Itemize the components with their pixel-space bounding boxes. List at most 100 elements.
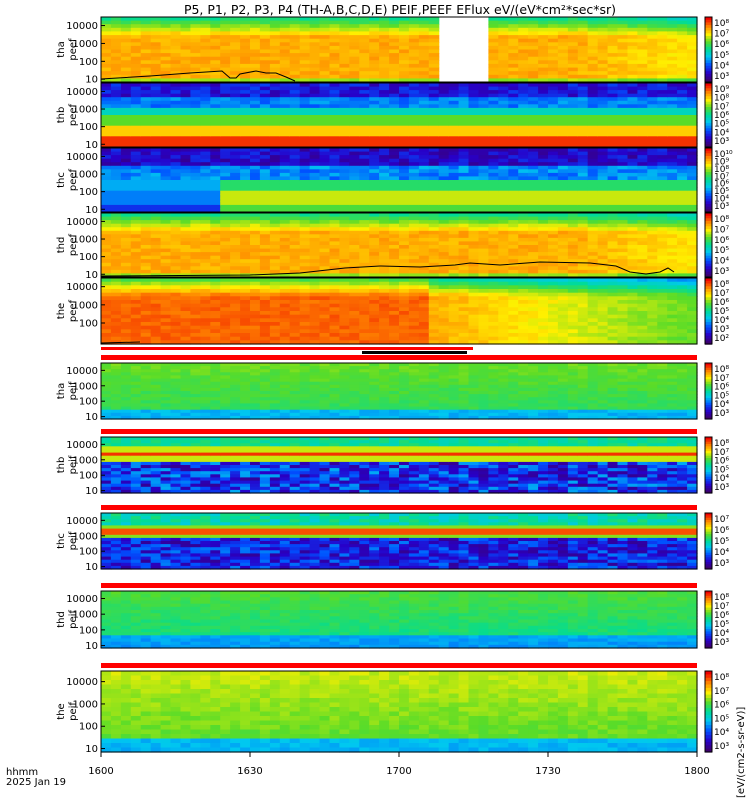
heatmap-cell [279,53,291,58]
heatmap-cell [557,139,569,145]
heatmap-cell [339,180,350,185]
heatmap-cell [210,20,221,25]
heatmap-cell [687,151,698,156]
heatmap-cell [230,197,241,202]
heatmap-cell [299,63,311,69]
heatmap-cell [359,129,370,134]
heatmap-cell [289,56,301,61]
heatmap-cell [150,311,162,316]
heatmap-cell [587,107,599,113]
heatmap-cell [557,216,569,221]
heatmap-cell [488,213,499,218]
heatmap-cell [369,204,380,210]
heatmap-cell [428,86,440,91]
heatmap-cell [210,289,221,294]
heatmap-cell [170,333,181,338]
heatmap-cell [518,269,529,275]
heatmap-cell [587,216,599,221]
heatmap-cell [538,27,549,32]
heatmap-cell [220,20,231,25]
heatmap-cell [250,278,261,283]
heatmap-cell [339,329,350,334]
heatmap-cell [647,213,658,218]
heatmap-cell [349,303,360,308]
heatmap-cell [418,136,430,141]
heatmap-cell [577,20,589,25]
heatmap-cell [130,104,142,109]
heatmap-cell [359,252,370,257]
heatmap-cell [309,296,321,301]
heatmap-cell [518,255,529,260]
heatmap-cell [339,20,350,25]
colorbar-swatch [705,136,712,140]
heatmap-cell [518,201,529,206]
heatmap-cell [150,307,162,312]
heatmap-cell [289,289,301,294]
heatmap-cell [180,259,191,264]
heatmap-cell [488,83,499,88]
heatmap-cell [557,204,569,210]
heatmap-cell [339,311,350,316]
heatmap-cell [557,60,569,65]
colorbar-swatch [705,112,712,116]
heatmap-cell [230,259,241,264]
heatmap-cell [418,60,430,65]
heatmap-cell [140,269,152,275]
heatmap-cell [518,252,529,257]
heatmap-cell [538,180,549,185]
heatmap-cell [110,45,122,51]
heatmap-cell [408,311,420,316]
heatmap-cell [518,266,529,271]
heatmap-cell [389,197,400,202]
heatmap-cell [269,237,281,243]
heatmap-cell [339,143,350,148]
heatmap-cell [329,311,340,316]
heatmap-cell [657,252,668,257]
heatmap-cell [408,139,420,145]
heatmap-cell [667,139,678,145]
heatmap-cell [448,252,460,257]
heatmap-cell [657,122,668,127]
heatmap-cell [567,273,579,278]
heatmap-cell [627,100,638,105]
heatmap-cell [170,292,181,297]
heatmap-cell [170,329,181,334]
heatmap-cell [200,340,211,345]
heatmap-cell [597,143,609,148]
heatmap-cell [577,107,589,113]
heatmap-cell [279,213,291,218]
heatmap-cell [140,234,152,239]
heatmap-cell [637,24,648,29]
heatmap-cell [528,176,539,181]
heatmap-cell [577,241,589,246]
heatmap-cell [259,125,271,130]
heatmap-cell [170,71,181,76]
heatmap-cell [418,169,430,174]
heatmap-cell [101,132,112,137]
heatmap-cell [488,63,499,69]
heatmap-cell [408,194,420,199]
heatmap-cell [408,278,420,283]
heatmap-cell [687,42,698,47]
heatmap-cell [498,100,509,105]
heatmap-cell [150,289,162,294]
heatmap-cell [339,31,350,36]
heatmap-cell [259,129,271,134]
heatmap-cell [359,93,370,98]
heatmap-cell [120,208,132,213]
heatmap-cell [518,155,529,160]
heatmap-cell [657,201,668,206]
heatmap-cell [677,118,688,123]
heatmap-cell [329,237,340,243]
heatmap-cell [269,255,281,260]
heatmap-cell [299,176,311,181]
heatmap-cell [170,132,181,137]
heatmap-cell [240,241,251,246]
heatmap-cell [101,333,112,338]
heatmap-cell [518,230,529,235]
heatmap-cell [120,122,132,127]
heatmap-cell [418,289,430,294]
heatmap-cell [418,139,430,145]
heatmap-cell [548,24,559,29]
heatmap-cell [180,230,191,235]
